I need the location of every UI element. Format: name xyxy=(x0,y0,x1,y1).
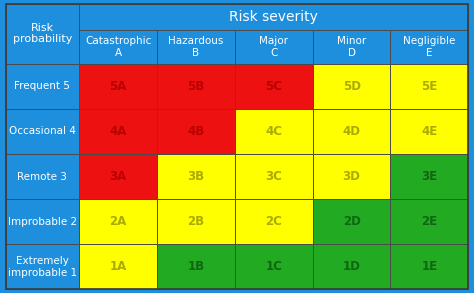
Bar xyxy=(391,30,468,64)
Text: 5A: 5A xyxy=(109,80,127,93)
Bar xyxy=(157,154,235,199)
Bar xyxy=(79,154,157,199)
Text: Minor
D: Minor D xyxy=(337,36,366,57)
Text: Occasional 4: Occasional 4 xyxy=(9,126,76,136)
Bar xyxy=(157,199,235,244)
Bar xyxy=(313,244,391,289)
Bar xyxy=(79,64,157,109)
Text: 4A: 4A xyxy=(109,125,127,138)
Text: Negligible
E: Negligible E xyxy=(403,36,456,57)
Bar xyxy=(157,244,235,289)
Text: Catastrophic
A: Catastrophic A xyxy=(85,36,151,57)
Text: 3A: 3A xyxy=(109,170,127,183)
Text: 2D: 2D xyxy=(343,215,361,228)
Bar xyxy=(313,109,391,154)
Text: Improbable 2: Improbable 2 xyxy=(8,217,77,227)
Text: 2B: 2B xyxy=(187,215,204,228)
Text: Hazardous
B: Hazardous B xyxy=(168,36,224,57)
Bar xyxy=(6,199,79,244)
Bar xyxy=(79,109,157,154)
Bar xyxy=(157,64,235,109)
Bar xyxy=(391,199,468,244)
Text: 4E: 4E xyxy=(421,125,438,138)
Text: 5E: 5E xyxy=(421,80,438,93)
Bar xyxy=(235,244,313,289)
Text: Risk severity: Risk severity xyxy=(229,10,318,24)
Text: 2C: 2C xyxy=(265,215,282,228)
Text: Major
C: Major C xyxy=(259,36,288,57)
Bar xyxy=(235,64,313,109)
Bar xyxy=(6,64,79,109)
Text: 4C: 4C xyxy=(265,125,282,138)
Text: 5B: 5B xyxy=(187,80,204,93)
Bar xyxy=(157,30,235,64)
Bar xyxy=(391,109,468,154)
Bar xyxy=(79,30,157,64)
Bar xyxy=(6,154,79,199)
Text: 3D: 3D xyxy=(343,170,361,183)
Bar xyxy=(391,154,468,199)
Text: 4D: 4D xyxy=(343,125,361,138)
Bar xyxy=(313,30,391,64)
Text: 1E: 1E xyxy=(421,260,438,273)
Bar xyxy=(79,244,157,289)
Bar xyxy=(235,30,313,64)
Text: 1C: 1C xyxy=(265,260,282,273)
Text: 5C: 5C xyxy=(265,80,282,93)
Bar xyxy=(313,154,391,199)
Bar xyxy=(391,64,468,109)
Bar xyxy=(79,4,468,30)
Text: 1B: 1B xyxy=(187,260,204,273)
Text: 3C: 3C xyxy=(265,170,282,183)
Text: 3B: 3B xyxy=(187,170,204,183)
Bar xyxy=(313,199,391,244)
Bar xyxy=(313,64,391,109)
Bar xyxy=(391,244,468,289)
Bar xyxy=(79,199,157,244)
Bar xyxy=(6,4,79,64)
Text: 2E: 2E xyxy=(421,215,438,228)
Text: Remote 3: Remote 3 xyxy=(18,171,67,182)
Text: 2A: 2A xyxy=(109,215,127,228)
Bar xyxy=(6,244,79,289)
Bar xyxy=(235,199,313,244)
Text: Risk
probability: Risk probability xyxy=(13,23,72,44)
Text: 4B: 4B xyxy=(187,125,204,138)
Text: 3E: 3E xyxy=(421,170,438,183)
Text: 5D: 5D xyxy=(343,80,361,93)
Bar xyxy=(6,109,79,154)
Text: 1A: 1A xyxy=(109,260,127,273)
Bar xyxy=(235,109,313,154)
Bar xyxy=(157,109,235,154)
Bar xyxy=(235,154,313,199)
Text: 1D: 1D xyxy=(343,260,361,273)
Text: Extremely
improbable 1: Extremely improbable 1 xyxy=(8,256,77,278)
Text: Frequent 5: Frequent 5 xyxy=(15,81,70,91)
